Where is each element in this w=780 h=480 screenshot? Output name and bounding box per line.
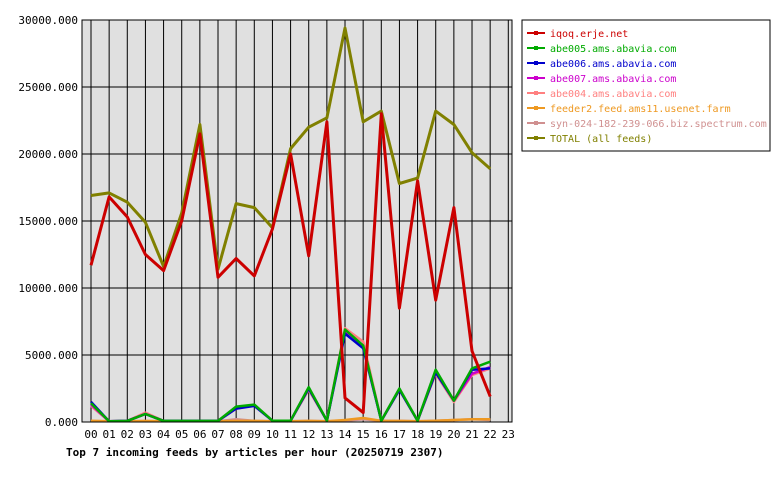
y-tick-label: 5000.000 bbox=[25, 349, 78, 362]
series-line-abe005-ams-abavia-com bbox=[90, 328, 491, 423]
x-tick-label: 05 bbox=[175, 428, 188, 441]
legend-label-syn-024-182-239-066-biz-spectrum-com: syn-024-182-239-066.biz.spectrum.com bbox=[550, 119, 767, 130]
x-tick-label: 03 bbox=[139, 428, 152, 441]
chart-title: Top 7 incoming feeds by articles per hou… bbox=[66, 446, 444, 459]
series-lines bbox=[89, 26, 492, 423]
legend-box bbox=[521, 19, 771, 152]
plot-frame bbox=[81, 19, 513, 423]
legend-marker-syn-024-182-239-066-biz-spectrum-com bbox=[534, 121, 538, 125]
legend-marker-iqoq-erje-net bbox=[534, 31, 538, 35]
legend-label-abe006-ams-abavia-com: abe006.ams.abavia.com bbox=[550, 59, 676, 70]
x-tick-label: 15 bbox=[357, 428, 370, 441]
y-tick-label: 20000.000 bbox=[18, 148, 78, 161]
x-axis-ticks: 00 01 02 03 04 05 06 07 08 09 10 11 12 13 14 15 16 17 18 19… bbox=[84, 428, 515, 441]
legend-marker-abe005-ams-abavia-com bbox=[534, 46, 538, 50]
x-tick-label: 08 bbox=[230, 428, 243, 441]
legend-label-total-all-feeds: TOTAL (all feeds) bbox=[550, 134, 652, 145]
x-tick-label: 19 bbox=[429, 428, 442, 441]
legend-label-abe005-ams-abavia-com: abe005.ams.abavia.com bbox=[550, 44, 676, 55]
x-tick-label: 22 bbox=[484, 428, 497, 441]
x-tick-label: 16 bbox=[375, 428, 388, 441]
x-tick-label: 17 bbox=[393, 428, 406, 441]
x-tick-label: 06 bbox=[193, 428, 206, 441]
legend-marker-feeder2-feed-ams11-usenet-farm bbox=[534, 106, 538, 110]
y-tick-label: 25000.000 bbox=[18, 81, 78, 94]
y-axis-ticks: 0.000 5000.000 10000.000 15000.000 20000.000… bbox=[18, 14, 78, 429]
legend-marker-abe006-ams-abavia-com bbox=[534, 61, 538, 65]
x-tick-label: 23 bbox=[502, 428, 515, 441]
x-tick-label: 14 bbox=[338, 428, 352, 441]
x-tick-label: 11 bbox=[284, 428, 297, 441]
x-tick-label: 09 bbox=[248, 428, 261, 441]
x-tick-label: 10 bbox=[266, 428, 279, 441]
y-tick-label: 15000.000 bbox=[18, 215, 78, 228]
x-tick-label: 21 bbox=[465, 428, 478, 441]
y-tick-label: 30000.000 bbox=[18, 14, 78, 27]
legend: iqoq.erje.net abe005.ams.abavia.com abe006… bbox=[521, 19, 771, 152]
legend-label-iqoq-erje-net: iqoq.erje.net bbox=[550, 29, 628, 40]
y-tick-label: 0.000 bbox=[45, 416, 78, 429]
x-tick-label: 18 bbox=[411, 428, 424, 441]
legend-label-abe004-ams-abavia-com: abe004.ams.abavia.com bbox=[550, 89, 676, 100]
x-tick-label: 07 bbox=[211, 428, 224, 441]
y-tick-label: 10000.000 bbox=[18, 282, 78, 295]
x-tick-label: 13 bbox=[320, 428, 333, 441]
legend-label-feeder2-feed-ams11-usenet-farm: feeder2.feed.ams11.usenet.farm bbox=[550, 104, 731, 115]
x-tick-label: 02 bbox=[121, 428, 134, 441]
x-tick-label: 12 bbox=[302, 428, 315, 441]
x-tick-label: 20 bbox=[447, 428, 460, 441]
legend-label-abe007-ams-abavia-com: abe007.ams.abavia.com bbox=[550, 74, 676, 85]
series-line-total-all-feeds bbox=[90, 26, 492, 271]
series-line-iqoq-erje-net bbox=[89, 112, 492, 415]
x-tick-label: 01 bbox=[103, 428, 116, 441]
legend-marker-abe007-ams-abavia-com bbox=[534, 76, 538, 80]
x-tick-label: 00 bbox=[84, 428, 97, 441]
legend-marker-total-all-feeds bbox=[534, 136, 538, 140]
x-tick-label: 04 bbox=[157, 428, 171, 441]
legend-marker-abe004-ams-abavia-com bbox=[534, 91, 538, 95]
